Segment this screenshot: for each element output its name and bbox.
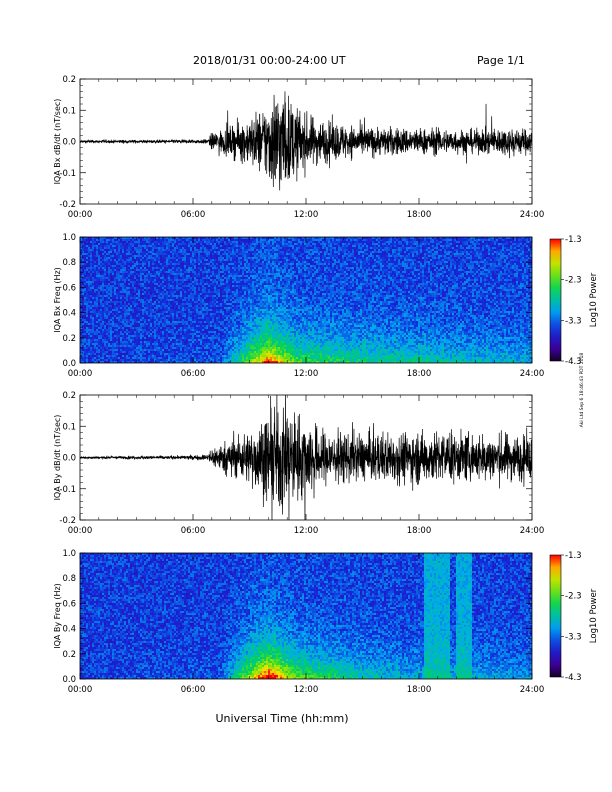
y-tick-label: -0.1 (59, 169, 76, 179)
colorbar-tick-label: -3.3 (565, 632, 582, 642)
y-tick-label: 0.2 (62, 334, 76, 344)
x-tick-label: 00:00 (68, 526, 93, 536)
x-tick-label: 12:00 (294, 210, 319, 220)
x-tick-label: 06:00 (181, 210, 206, 220)
colorbar-label: Log10 Power (589, 272, 599, 327)
y-tick-label: 0.8 (62, 574, 76, 584)
x-tick-label: 06:00 (181, 685, 206, 695)
colorbar-tick-label: -1.3 (565, 235, 582, 245)
x-tick-label: 24:00 (520, 369, 545, 379)
spectrogram-image (80, 237, 532, 363)
y-tick-label: 0.2 (62, 391, 76, 401)
y-tick-label: 0.0 (62, 138, 76, 148)
panel-bx-spectrogram: -1.3 -2.3 -3.3 -4.3 Log10 Power 00:00 06:00 12:… (53, 233, 599, 379)
y-tick-label: 0.0 (62, 675, 76, 685)
panel-by-dbdt: 00:00 06:00 12:00 18:00 24:00 -0.2 -0.1 0.0 0.1 0… (53, 391, 545, 536)
y-tick-label: 0.4 (62, 625, 76, 635)
x-tick-label: 24:00 (520, 210, 545, 220)
x-tick-label: 00:00 (68, 210, 93, 220)
colorbar-tick-label: -4.3 (565, 357, 582, 367)
y-tick-label: 0.1 (62, 422, 76, 432)
x-tick-label: 00:00 (68, 685, 93, 695)
y-tick-label: 0.0 (62, 359, 76, 369)
colorbar-label: Log10 Power (589, 588, 599, 643)
panel-by-spectrogram: -1.3 -2.3 -3.3 -4.3 Log10 Power 00:00 06:00 12:… (53, 549, 599, 695)
y-tick-label: 0.4 (62, 309, 76, 319)
colorbar-tick-label: -4.3 (565, 673, 582, 683)
y-tick-label: -0.2 (59, 516, 76, 526)
series-line (80, 395, 532, 520)
y-tick-label: -0.1 (59, 485, 76, 495)
y-axis-label: IQA Bx dB/dt (nT/sec) (53, 99, 62, 185)
y-tick-label: 0.6 (62, 599, 76, 609)
x-tick-label: 18:00 (407, 210, 432, 220)
x-tick-label: 06:00 (181, 369, 206, 379)
spectrogram-image (80, 553, 532, 679)
y-tick-label: 0.1 (62, 106, 76, 116)
x-tick-label: 12:00 (294, 369, 319, 379)
x-tick-label: 12:00 (294, 685, 319, 695)
x-axis-title: Universal Time (hh:mm) (216, 712, 349, 725)
y-tick-label: -0.2 (59, 200, 76, 210)
y-axis-label: IQA By Freq (Hz) (53, 583, 62, 649)
header-date-range: 2018/01/31 00:00-24:00 UT (193, 54, 346, 67)
y-tick-label: 0.2 (62, 75, 76, 85)
x-tick-label: 18:00 (407, 526, 432, 536)
y-tick-label: 0.0 (62, 454, 76, 464)
colorbar (549, 554, 562, 678)
x-tick-label: 18:00 (407, 369, 432, 379)
x-tick-label: 06:00 (181, 526, 206, 536)
series-line (80, 91, 532, 191)
side-note: Aki Ltd Sep 6 18:46:43 PDT 2018 (579, 353, 585, 428)
x-tick-label: 24:00 (520, 685, 545, 695)
panel-bx-dbdt: 00:00 06:00 12:00 18:00 24:00 -0.2 -0.1 0.0 0.1 0… (53, 75, 544, 220)
y-axis-label: IQA By dB/dt (nT/sec) (53, 415, 62, 501)
panels: 00:00 06:00 12:00 18:00 24:00 -0.2 -0.1 0.0 0.1 0… (53, 75, 599, 695)
y-axis-label: IQA Bx Freq (Hz) (53, 267, 62, 333)
colorbar-tick-label: -3.3 (565, 316, 582, 326)
x-tick-label: 00:00 (68, 369, 93, 379)
y-tick-label: 1.0 (62, 233, 76, 243)
colorbar-tick-label: -2.3 (565, 592, 582, 602)
colorbar-tick-label: -2.3 (565, 276, 582, 286)
y-tick-label: 0.8 (62, 258, 76, 268)
colorbar (549, 238, 562, 362)
y-tick-label: 0.6 (62, 283, 76, 293)
y-tick-label: 1.0 (62, 549, 76, 559)
y-tick-label: 0.2 (62, 650, 76, 660)
x-tick-label: 18:00 (407, 685, 432, 695)
colorbar-tick-label: -1.3 (565, 551, 582, 561)
header-page-number: Page 1/1 (477, 54, 525, 67)
x-tick-label: 12:00 (294, 526, 319, 536)
x-tick-label: 24:00 (520, 526, 545, 536)
